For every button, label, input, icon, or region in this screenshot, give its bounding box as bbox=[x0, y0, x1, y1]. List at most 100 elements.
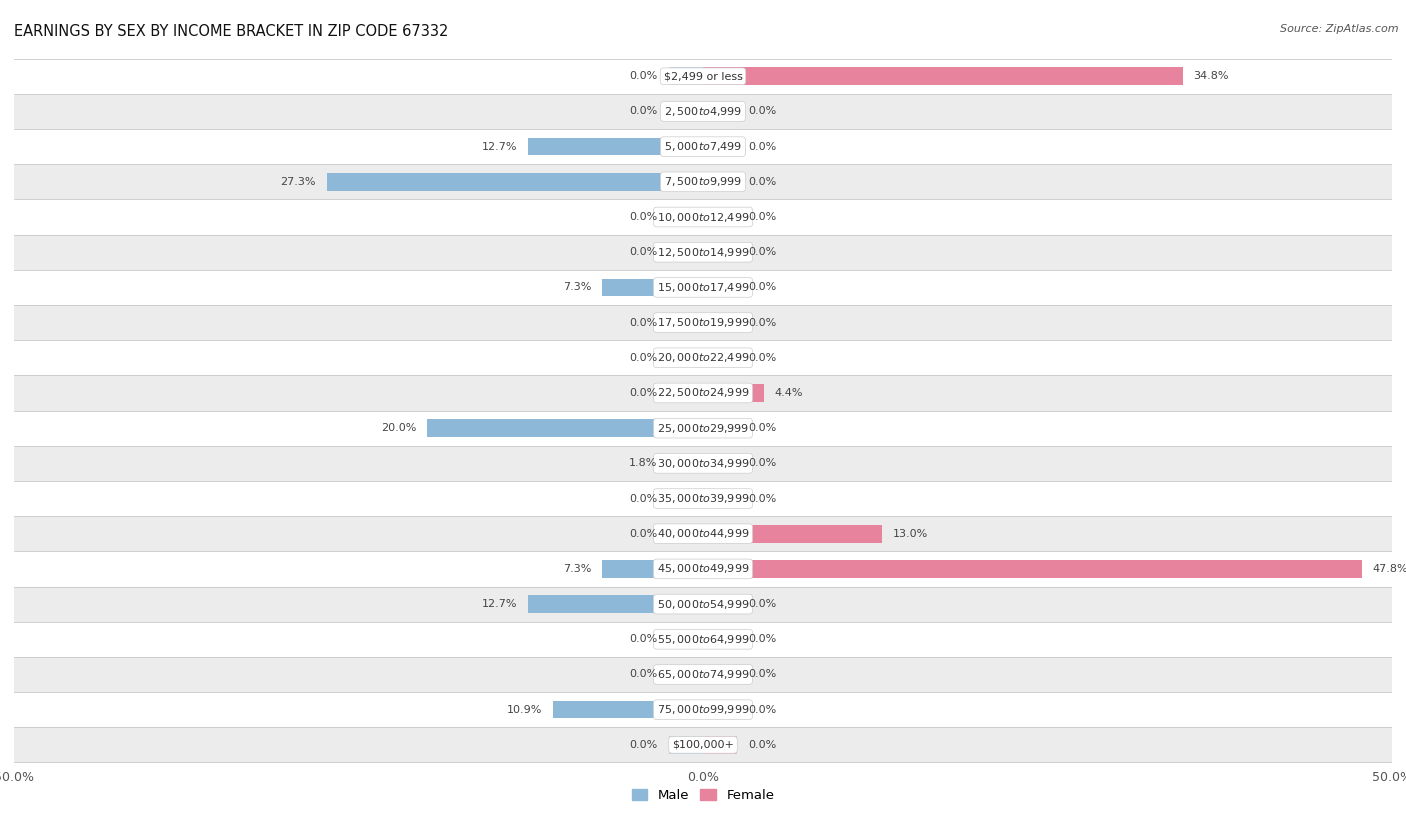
Text: $75,000 to $99,999: $75,000 to $99,999 bbox=[657, 703, 749, 716]
Text: $50,000 to $54,999: $50,000 to $54,999 bbox=[657, 598, 749, 611]
Text: 34.8%: 34.8% bbox=[1194, 72, 1229, 81]
Bar bbox=[703, 631, 738, 648]
Text: $22,500 to $24,999: $22,500 to $24,999 bbox=[657, 386, 749, 399]
Bar bbox=[669, 314, 703, 332]
Bar bbox=[703, 560, 1361, 578]
Bar bbox=[14, 516, 1392, 551]
Text: 4.4%: 4.4% bbox=[775, 388, 803, 398]
Bar bbox=[14, 728, 1392, 763]
Bar bbox=[529, 595, 703, 613]
Bar bbox=[669, 525, 703, 542]
Bar bbox=[703, 349, 738, 367]
Text: $45,000 to $49,999: $45,000 to $49,999 bbox=[657, 563, 749, 576]
Text: 0.0%: 0.0% bbox=[748, 353, 776, 363]
Text: 7.3%: 7.3% bbox=[562, 564, 592, 574]
Text: 12.7%: 12.7% bbox=[481, 141, 517, 152]
Legend: Male, Female: Male, Female bbox=[626, 784, 780, 807]
Bar bbox=[669, 489, 703, 507]
Bar bbox=[669, 631, 703, 648]
Text: 0.0%: 0.0% bbox=[748, 599, 776, 609]
Bar bbox=[553, 701, 703, 719]
Bar bbox=[14, 129, 1392, 164]
Bar bbox=[703, 102, 738, 120]
Bar bbox=[14, 199, 1392, 235]
Text: $7,500 to $9,999: $7,500 to $9,999 bbox=[664, 176, 742, 189]
Text: $25,000 to $29,999: $25,000 to $29,999 bbox=[657, 422, 749, 435]
Text: 7.3%: 7.3% bbox=[562, 282, 592, 293]
Text: $20,000 to $22,499: $20,000 to $22,499 bbox=[657, 351, 749, 364]
Bar bbox=[669, 208, 703, 226]
Text: 0.0%: 0.0% bbox=[748, 705, 776, 715]
Text: $17,500 to $19,999: $17,500 to $19,999 bbox=[657, 316, 749, 329]
Text: $100,000+: $100,000+ bbox=[672, 740, 734, 750]
Text: $35,000 to $39,999: $35,000 to $39,999 bbox=[657, 492, 749, 505]
Bar bbox=[14, 657, 1392, 692]
Text: 0.0%: 0.0% bbox=[630, 634, 658, 644]
Bar bbox=[703, 385, 763, 402]
Bar bbox=[703, 595, 738, 613]
Text: 0.0%: 0.0% bbox=[748, 141, 776, 152]
Text: 1.8%: 1.8% bbox=[628, 459, 658, 468]
Bar bbox=[669, 454, 703, 472]
Text: 0.0%: 0.0% bbox=[748, 318, 776, 328]
Bar bbox=[14, 446, 1392, 481]
Text: 0.0%: 0.0% bbox=[748, 282, 776, 293]
Bar bbox=[14, 376, 1392, 411]
Text: $10,000 to $12,499: $10,000 to $12,499 bbox=[657, 211, 749, 224]
Bar bbox=[14, 586, 1392, 622]
Bar bbox=[669, 102, 703, 120]
Bar bbox=[703, 67, 1182, 85]
Text: 10.9%: 10.9% bbox=[506, 705, 541, 715]
Text: 0.0%: 0.0% bbox=[630, 212, 658, 222]
Text: $55,000 to $64,999: $55,000 to $64,999 bbox=[657, 633, 749, 646]
Bar bbox=[14, 622, 1392, 657]
Bar bbox=[703, 525, 882, 542]
Text: 0.0%: 0.0% bbox=[748, 247, 776, 257]
Bar bbox=[14, 164, 1392, 199]
Text: 0.0%: 0.0% bbox=[630, 528, 658, 539]
Text: 0.0%: 0.0% bbox=[630, 72, 658, 81]
Bar bbox=[529, 138, 703, 155]
Bar bbox=[703, 138, 738, 155]
Bar bbox=[703, 420, 738, 437]
Bar bbox=[14, 93, 1392, 129]
Text: $30,000 to $34,999: $30,000 to $34,999 bbox=[657, 457, 749, 470]
Bar bbox=[14, 270, 1392, 305]
Bar bbox=[669, 736, 703, 754]
Bar bbox=[669, 666, 703, 683]
Text: $15,000 to $17,499: $15,000 to $17,499 bbox=[657, 281, 749, 294]
Bar bbox=[703, 243, 738, 261]
Bar bbox=[14, 59, 1392, 93]
Text: 20.0%: 20.0% bbox=[381, 423, 416, 433]
Text: 0.0%: 0.0% bbox=[630, 669, 658, 680]
Text: 0.0%: 0.0% bbox=[630, 107, 658, 116]
Text: $2,500 to $4,999: $2,500 to $4,999 bbox=[664, 105, 742, 118]
Bar bbox=[703, 314, 738, 332]
Text: EARNINGS BY SEX BY INCOME BRACKET IN ZIP CODE 67332: EARNINGS BY SEX BY INCOME BRACKET IN ZIP… bbox=[14, 24, 449, 39]
Bar bbox=[703, 701, 738, 719]
Text: 0.0%: 0.0% bbox=[748, 740, 776, 750]
Text: 0.0%: 0.0% bbox=[748, 212, 776, 222]
Bar bbox=[14, 481, 1392, 516]
Bar bbox=[326, 173, 703, 190]
Bar bbox=[427, 420, 703, 437]
Text: 0.0%: 0.0% bbox=[748, 634, 776, 644]
Bar bbox=[602, 279, 703, 296]
Text: 47.8%: 47.8% bbox=[1372, 564, 1406, 574]
Bar bbox=[14, 235, 1392, 270]
Text: 27.3%: 27.3% bbox=[280, 177, 316, 187]
Text: 0.0%: 0.0% bbox=[748, 669, 776, 680]
Text: $2,499 or less: $2,499 or less bbox=[664, 72, 742, 81]
Bar bbox=[703, 666, 738, 683]
Bar bbox=[669, 67, 703, 85]
Bar bbox=[14, 551, 1392, 586]
Bar bbox=[14, 305, 1392, 340]
Bar bbox=[703, 454, 738, 472]
Text: $65,000 to $74,999: $65,000 to $74,999 bbox=[657, 668, 749, 681]
Bar bbox=[602, 560, 703, 578]
Text: 0.0%: 0.0% bbox=[630, 493, 658, 503]
Text: $5,000 to $7,499: $5,000 to $7,499 bbox=[664, 140, 742, 153]
Text: 0.0%: 0.0% bbox=[748, 423, 776, 433]
Text: 0.0%: 0.0% bbox=[748, 493, 776, 503]
Bar bbox=[669, 385, 703, 402]
